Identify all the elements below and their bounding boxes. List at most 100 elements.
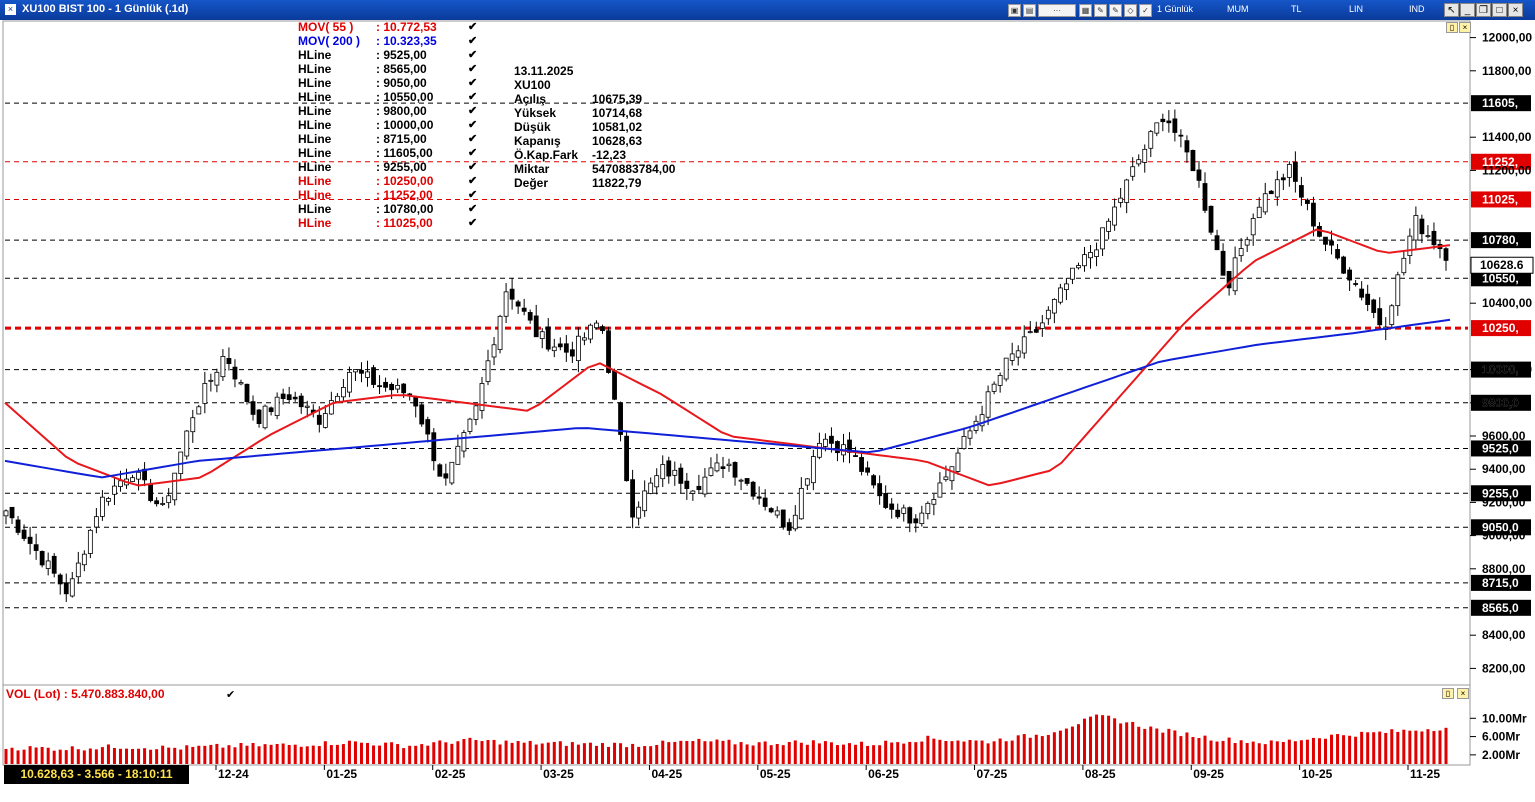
volume-bar bbox=[1173, 730, 1177, 764]
candle bbox=[575, 335, 581, 362]
candle bbox=[823, 438, 828, 447]
info-label: Miktar bbox=[514, 162, 550, 176]
candle bbox=[672, 469, 678, 476]
check-icon[interactable]: ✔ bbox=[468, 133, 478, 145]
candle bbox=[226, 358, 232, 364]
candle bbox=[943, 476, 949, 481]
volume-bar bbox=[468, 737, 472, 764]
restore-button[interactable]: ❐ bbox=[1476, 3, 1491, 17]
candle bbox=[33, 544, 39, 551]
candle bbox=[1142, 148, 1148, 163]
candle bbox=[160, 503, 166, 505]
candle bbox=[1196, 169, 1202, 181]
legend-value: : 10.772,53 bbox=[376, 20, 437, 34]
volume-bar bbox=[1215, 741, 1219, 764]
candle bbox=[1100, 227, 1105, 250]
candle bbox=[985, 391, 991, 418]
volume-bar bbox=[209, 744, 213, 764]
candle bbox=[829, 435, 834, 444]
check-icon[interactable]: ✔ bbox=[468, 161, 478, 173]
candle bbox=[497, 315, 503, 350]
check-icon[interactable]: ✔ bbox=[468, 91, 478, 103]
scale-selector[interactable]: LIN bbox=[1349, 4, 1364, 14]
currency-selector[interactable]: TL bbox=[1291, 4, 1302, 14]
arrow-icon[interactable]: ↖ bbox=[1444, 3, 1459, 17]
volume-bar bbox=[1281, 741, 1285, 764]
volume-bar bbox=[1275, 741, 1279, 764]
candle bbox=[539, 331, 545, 339]
hline-label-box bbox=[1471, 232, 1531, 249]
volume-panel-close[interactable]: × bbox=[1457, 688, 1469, 699]
check-icon[interactable]: ✔ bbox=[468, 21, 478, 33]
volume-bar bbox=[805, 744, 809, 764]
check-icon[interactable]: ✔ bbox=[468, 49, 478, 61]
volume-check-icon[interactable]: ✔ bbox=[226, 689, 236, 701]
volume-bar bbox=[1263, 744, 1267, 764]
candle bbox=[1389, 305, 1395, 325]
vol-tick-label: 10.00Mr bbox=[1482, 711, 1527, 725]
volume-bar bbox=[245, 745, 249, 764]
minimize-button[interactable]: _ bbox=[1460, 3, 1475, 17]
candle bbox=[654, 475, 660, 488]
volume-bar bbox=[1203, 735, 1207, 764]
candle bbox=[1124, 179, 1130, 203]
candle bbox=[600, 326, 605, 332]
indicator-selector[interactable]: IND bbox=[1409, 4, 1425, 14]
candle bbox=[1082, 254, 1087, 267]
candle bbox=[588, 324, 593, 340]
toolbar-icon-8[interactable]: ✓ bbox=[1139, 4, 1152, 17]
candle bbox=[660, 464, 666, 480]
maximize-button[interactable]: □ bbox=[1492, 3, 1507, 17]
volume-bar bbox=[347, 740, 351, 764]
chart-style-selector[interactable]: MUM bbox=[1227, 4, 1249, 14]
hline-label-box bbox=[1471, 361, 1531, 378]
check-icon[interactable]: ✔ bbox=[468, 175, 478, 187]
candle bbox=[1250, 218, 1256, 236]
check-icon[interactable]: ✔ bbox=[468, 63, 478, 75]
check-icon[interactable]: ✔ bbox=[468, 203, 478, 215]
candle bbox=[1407, 235, 1413, 257]
check-icon[interactable]: ✔ bbox=[468, 147, 478, 159]
system-menu-icon[interactable]: × bbox=[5, 4, 16, 15]
check-icon[interactable]: ✔ bbox=[468, 189, 478, 201]
price-panel-close[interactable]: × bbox=[1459, 22, 1471, 33]
check-icon[interactable]: ✔ bbox=[468, 119, 478, 131]
toolbar-icon-3[interactable]: ··· bbox=[1038, 4, 1076, 17]
candle bbox=[594, 322, 599, 329]
check-icon[interactable]: ✔ bbox=[468, 77, 478, 89]
candle bbox=[1003, 357, 1009, 380]
legend-name: HLine bbox=[298, 132, 332, 146]
period-selector[interactable]: 1 Günlük bbox=[1157, 4, 1194, 14]
candle bbox=[678, 467, 684, 484]
candle bbox=[967, 430, 973, 439]
price-panel-button[interactable]: ▯ bbox=[1446, 22, 1458, 33]
pencil-icon[interactable]: ✎ bbox=[1094, 4, 1107, 17]
hline-label: 9800,0 bbox=[1482, 396, 1519, 410]
toolbar-icon-4[interactable]: ▦ bbox=[1079, 4, 1092, 17]
volume-bar bbox=[757, 742, 761, 764]
toolbar-icon-1[interactable]: ▣ bbox=[1008, 4, 1021, 17]
volume-bar bbox=[474, 740, 478, 764]
check-icon[interactable]: ✔ bbox=[468, 217, 478, 229]
volume-bar bbox=[4, 748, 8, 764]
candle bbox=[1220, 250, 1226, 276]
volume-bar bbox=[1432, 731, 1436, 764]
info-value: 5470883784,00 bbox=[592, 162, 676, 176]
toolbar-icon-7[interactable]: ◇ bbox=[1124, 4, 1137, 17]
check-icon[interactable]: ✔ bbox=[468, 35, 478, 47]
toolbar-icon-2[interactable]: ▤ bbox=[1023, 4, 1036, 17]
volume-bar bbox=[733, 744, 737, 764]
toolbar-icon-6[interactable]: ✎ bbox=[1109, 4, 1122, 17]
close-button[interactable]: × bbox=[1508, 3, 1523, 17]
x-tick-label: 03-25 bbox=[543, 767, 574, 781]
volume-bar bbox=[546, 742, 550, 764]
mov200-line bbox=[4, 318, 1451, 479]
check-icon[interactable]: ✔ bbox=[468, 105, 478, 117]
volume-panel-button[interactable]: ▯ bbox=[1442, 688, 1454, 699]
candle bbox=[569, 349, 575, 357]
volume-bar bbox=[703, 741, 707, 764]
candle bbox=[1033, 329, 1039, 333]
legend-name: HLine bbox=[298, 216, 332, 230]
volume-bar bbox=[697, 738, 701, 764]
